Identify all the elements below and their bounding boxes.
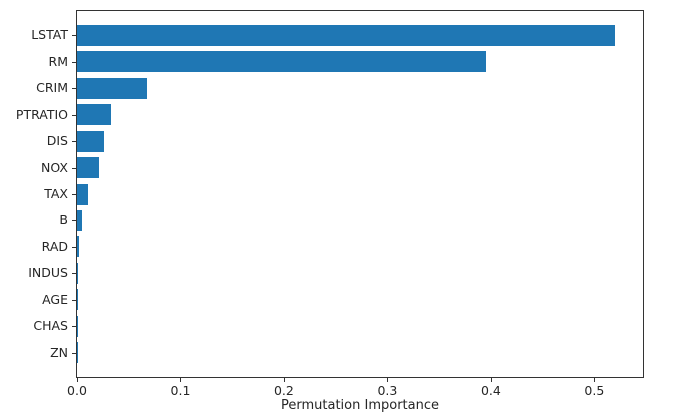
bar-age [77, 289, 78, 311]
y-tick-mark [72, 141, 76, 143]
x-tick-label-0.1: 0.1 [170, 383, 191, 398]
x-tick-mark [490, 378, 492, 382]
y-tick-label-nox: NOX [41, 159, 68, 175]
y-tick-mark [72, 220, 76, 222]
y-tick-label-tax: TAX [44, 186, 68, 201]
bar-rad [77, 236, 80, 258]
y-tick-mark [72, 299, 76, 301]
y-tick-label-rm: RM [48, 53, 68, 69]
y-tick-mark [72, 352, 76, 354]
y-tick-mark [72, 167, 76, 169]
bar-crim [77, 77, 148, 99]
y-tick-label-rad: RAD [41, 238, 68, 254]
y-tick-mark [72, 273, 76, 275]
y-tick-label-ptratio: PTRATIO [15, 106, 68, 122]
x-tick-label-0.0: 0.0 [67, 383, 87, 398]
bar-indus [77, 262, 79, 284]
y-tick-mark [72, 114, 76, 116]
y-tick-label-b: B [59, 212, 68, 228]
x-tick-label-0.5: 0.5 [584, 383, 605, 398]
y-tick-label-lstat: LSTAT [31, 27, 68, 43]
bar-b [77, 209, 83, 231]
y-tick-label-zn: ZN [50, 344, 68, 360]
x-tick-mark [283, 378, 285, 382]
x-tick-mark [77, 378, 78, 382]
y-tick-mark [72, 246, 76, 248]
y-tick-label-indus: INDUS [28, 265, 68, 281]
y-tick-label-dis: DIS [46, 133, 68, 149]
x-tick-mark [180, 378, 182, 382]
y-tick-mark [72, 35, 76, 37]
x-tick-label-0.2: 0.2 [273, 383, 294, 398]
bar-rm [77, 51, 486, 73]
y-tick-label-crim: CRIM [36, 80, 68, 96]
plot-area [76, 10, 644, 378]
y-tick-mark [72, 326, 76, 328]
y-tick-label-chas: CHAS [33, 318, 68, 334]
x-tick-label-0.3: 0.3 [377, 383, 398, 398]
bar-ptratio [77, 104, 112, 126]
bar-tax [77, 183, 89, 205]
y-tick-mark [72, 194, 76, 195]
y-tick-mark [72, 61, 76, 63]
bar-lstat [77, 24, 616, 46]
y-tick-label-age: AGE [42, 291, 68, 307]
x-tick-label-0.4: 0.4 [480, 383, 501, 398]
x-tick-mark [387, 378, 389, 382]
x-tick-mark [594, 378, 596, 382]
x-axis-label: Permutation Importance [281, 398, 439, 413]
bar-dis [77, 130, 104, 152]
y-tick-mark [72, 88, 76, 90]
bar-nox [77, 157, 99, 179]
